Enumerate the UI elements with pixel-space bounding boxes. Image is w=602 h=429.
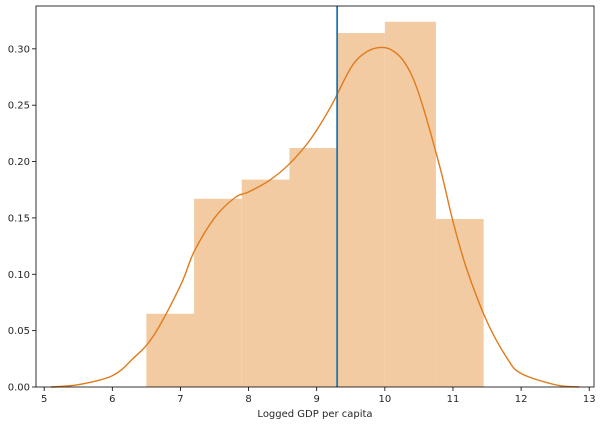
- x-tick-label: 10: [378, 394, 391, 405]
- x-axis-label: Logged GDP per capita: [257, 409, 372, 420]
- y-axis-ticks: 0.00 0.05 0.10 0.15 0.20 0.25 0.30: [8, 44, 36, 394]
- kde-curve-group: [50, 46, 580, 388]
- kde-curve: [50, 46, 580, 388]
- histogram-bar-3: [289, 148, 338, 387]
- y-tick-label: 0.00: [8, 383, 30, 394]
- x-tick-label: 13: [583, 394, 596, 405]
- histogram-bar-5: [384, 21, 436, 387]
- x-tick-label: 9: [314, 394, 320, 405]
- histogram-bar-1: [194, 198, 242, 387]
- y-tick-label: 0.20: [8, 157, 30, 168]
- x-tick-label: 5: [41, 394, 47, 405]
- x-tick-label: 6: [109, 394, 115, 405]
- y-tick-label: 0.25: [8, 101, 30, 112]
- plot-frame: [35, 5, 595, 388]
- y-tick-label: 0.05: [8, 326, 30, 337]
- histogram-bar-0: [146, 313, 195, 387]
- x-tick-label: 7: [177, 394, 183, 405]
- histogram-bar-2: [241, 179, 290, 387]
- x-tick-label: 12: [515, 394, 528, 405]
- histogram-bar-4: [337, 33, 385, 387]
- histogram-bars: [146, 21, 484, 387]
- x-axis-ticks: 5 6 7 8 9 10 11 12 13: [41, 387, 596, 405]
- x-tick-label: 8: [245, 394, 251, 405]
- x-tick-label: 11: [447, 394, 460, 405]
- y-tick-label: 0.30: [8, 44, 30, 55]
- y-tick-label: 0.15: [8, 213, 30, 224]
- y-tick-label: 0.10: [8, 270, 30, 281]
